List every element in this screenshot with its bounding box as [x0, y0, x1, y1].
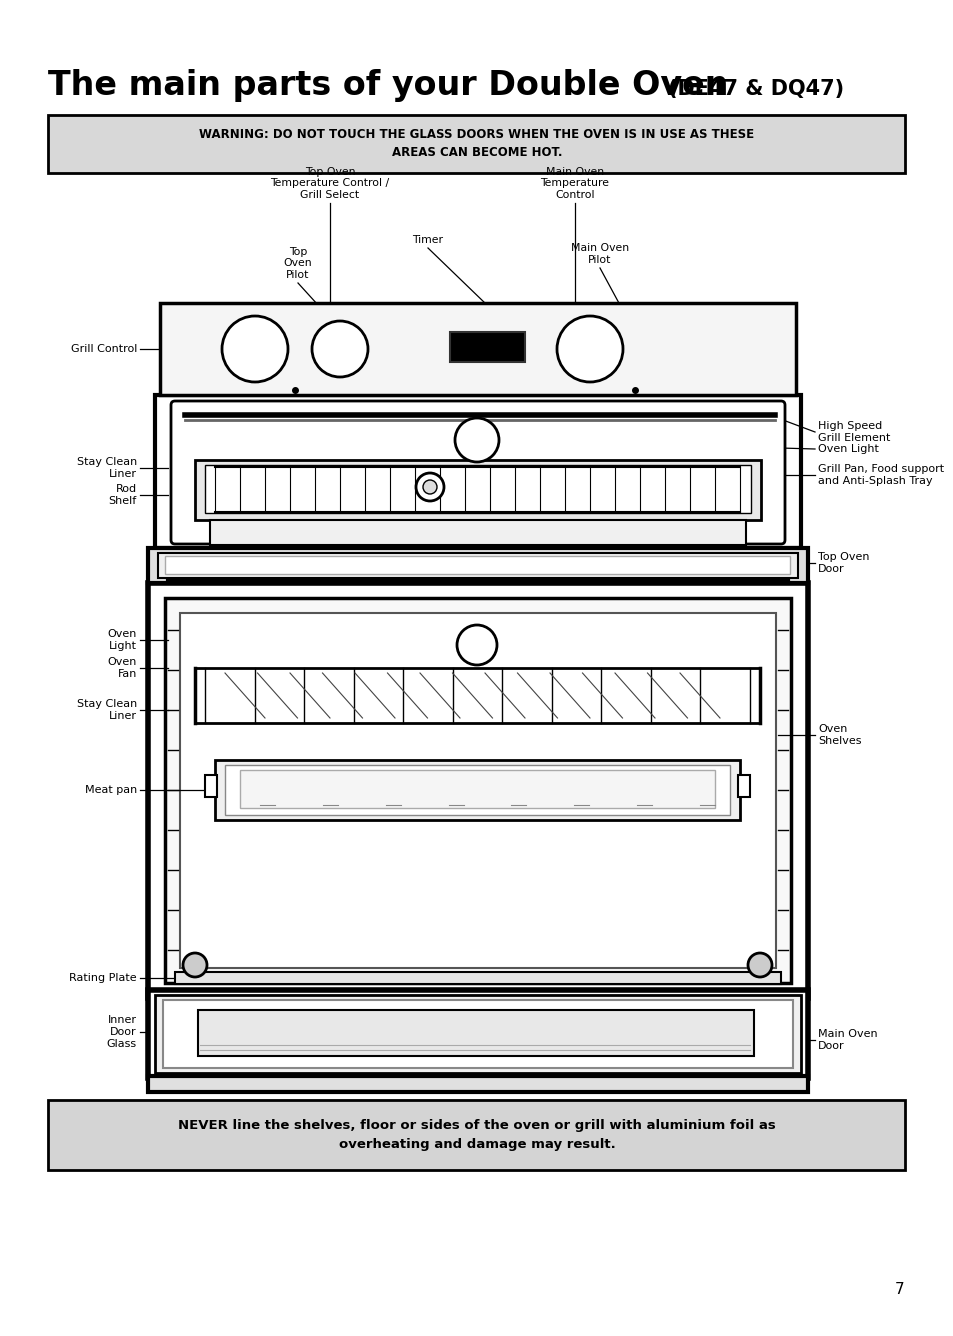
Text: Oven
Fan: Oven Fan — [108, 657, 137, 679]
Text: Oven
Shelves: Oven Shelves — [817, 724, 861, 745]
Text: Timer: Timer — [412, 235, 443, 244]
Bar — [450, 333, 524, 362]
Text: Stay Clean
Liner: Stay Clean Liner — [76, 699, 137, 721]
Text: Stay Clean
Liner: Stay Clean Liner — [76, 457, 137, 478]
Circle shape — [455, 418, 498, 462]
Circle shape — [456, 625, 497, 665]
Bar — [165, 556, 789, 574]
Bar — [210, 520, 745, 545]
Bar — [198, 1010, 753, 1055]
Bar — [48, 1100, 904, 1170]
Bar — [48, 115, 904, 172]
Circle shape — [312, 321, 368, 377]
Circle shape — [747, 953, 771, 977]
Circle shape — [416, 473, 443, 501]
Text: Oven Light: Oven Light — [817, 444, 878, 454]
Bar — [160, 303, 795, 395]
Bar — [148, 548, 807, 582]
Bar — [148, 1075, 807, 1092]
Text: Inner
Door
Glass: Inner Door Glass — [107, 1015, 137, 1049]
Bar — [154, 995, 801, 1073]
Bar — [148, 990, 807, 1078]
Bar — [148, 582, 807, 998]
Bar — [240, 770, 714, 808]
FancyBboxPatch shape — [171, 401, 784, 544]
Text: Top
Oven
Pilot: Top Oven Pilot — [283, 247, 312, 281]
Bar — [214, 760, 740, 820]
Circle shape — [557, 317, 622, 382]
Bar — [165, 599, 790, 983]
Text: The main parts of your Double Oven: The main parts of your Double Oven — [48, 69, 728, 102]
Text: Rod
Shelf: Rod Shelf — [109, 484, 137, 506]
Text: Top Oven
Temperature Control /
Grill Select: Top Oven Temperature Control / Grill Sel… — [270, 167, 389, 200]
Bar — [180, 613, 775, 969]
Bar — [738, 775, 749, 798]
Bar — [225, 766, 729, 815]
Circle shape — [422, 480, 436, 494]
Circle shape — [183, 953, 207, 977]
Text: 7: 7 — [894, 1283, 903, 1297]
Text: Meat pan: Meat pan — [85, 786, 137, 795]
Text: Main Oven
Door: Main Oven Door — [817, 1029, 877, 1051]
Bar — [163, 1001, 792, 1067]
Text: Rating Plate: Rating Plate — [70, 973, 137, 983]
Text: WARNING: DO NOT TOUCH THE GLASS DOORS WHEN THE OVEN IS IN USE AS THESE
AREAS CAN: WARNING: DO NOT TOUCH THE GLASS DOORS WH… — [199, 128, 754, 159]
Text: Grill Pan, Food support
and Anti-Splash Tray: Grill Pan, Food support and Anti-Splash … — [817, 464, 943, 486]
Bar — [174, 973, 781, 985]
Text: High Speed
Grill Element: High Speed Grill Element — [817, 421, 889, 442]
Bar — [154, 395, 801, 548]
Bar — [205, 775, 216, 798]
Text: NEVER line the shelves, floor or sides of the oven or grill with aluminium foil : NEVER line the shelves, floor or sides o… — [178, 1120, 775, 1152]
Text: Main Oven
Temperature
Control: Main Oven Temperature Control — [540, 167, 609, 200]
Text: Main Oven
Pilot: Main Oven Pilot — [570, 243, 628, 265]
Bar — [205, 465, 750, 513]
Text: Top Oven
Door: Top Oven Door — [817, 552, 868, 573]
Circle shape — [222, 317, 288, 382]
Text: Oven
Light: Oven Light — [108, 629, 137, 651]
Bar — [194, 460, 760, 520]
Text: Grill Control: Grill Control — [71, 343, 137, 354]
Bar — [158, 553, 797, 578]
Text: (DE47 & DQ47): (DE47 & DQ47) — [667, 79, 843, 99]
